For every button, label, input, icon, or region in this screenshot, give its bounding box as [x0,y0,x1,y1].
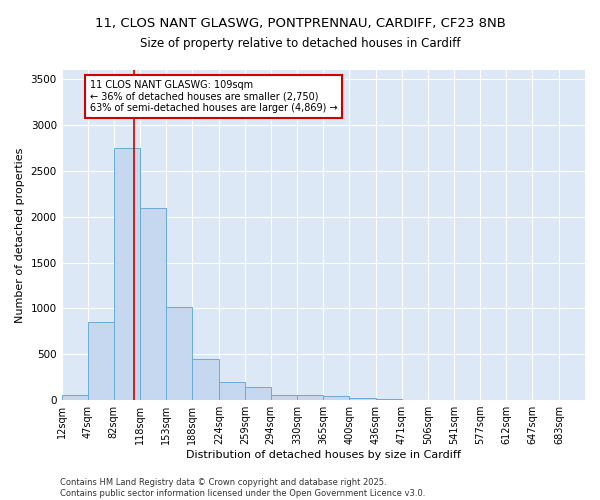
Text: Size of property relative to detached houses in Cardiff: Size of property relative to detached ho… [140,38,460,51]
Y-axis label: Number of detached properties: Number of detached properties [15,148,25,322]
Bar [219,382,245,400]
Bar [166,306,192,400]
Text: Contains HM Land Registry data © Crown copyright and database right 2025.
Contai: Contains HM Land Registry data © Crown c… [60,478,425,498]
Bar [192,359,219,400]
Bar [245,387,271,400]
Bar [349,398,376,400]
Bar [88,322,113,400]
Bar [140,208,166,400]
Bar [323,396,349,400]
Bar [271,396,298,400]
Bar [376,398,402,400]
Bar [113,148,140,400]
Bar [62,396,88,400]
Bar [298,395,323,400]
Text: 11, CLOS NANT GLASWG, PONTPRENNAU, CARDIFF, CF23 8NB: 11, CLOS NANT GLASWG, PONTPRENNAU, CARDI… [95,18,505,30]
X-axis label: Distribution of detached houses by size in Cardiff: Distribution of detached houses by size … [186,450,461,460]
Text: 11 CLOS NANT GLASWG: 109sqm
← 36% of detached houses are smaller (2,750)
63% of : 11 CLOS NANT GLASWG: 109sqm ← 36% of det… [90,80,337,114]
